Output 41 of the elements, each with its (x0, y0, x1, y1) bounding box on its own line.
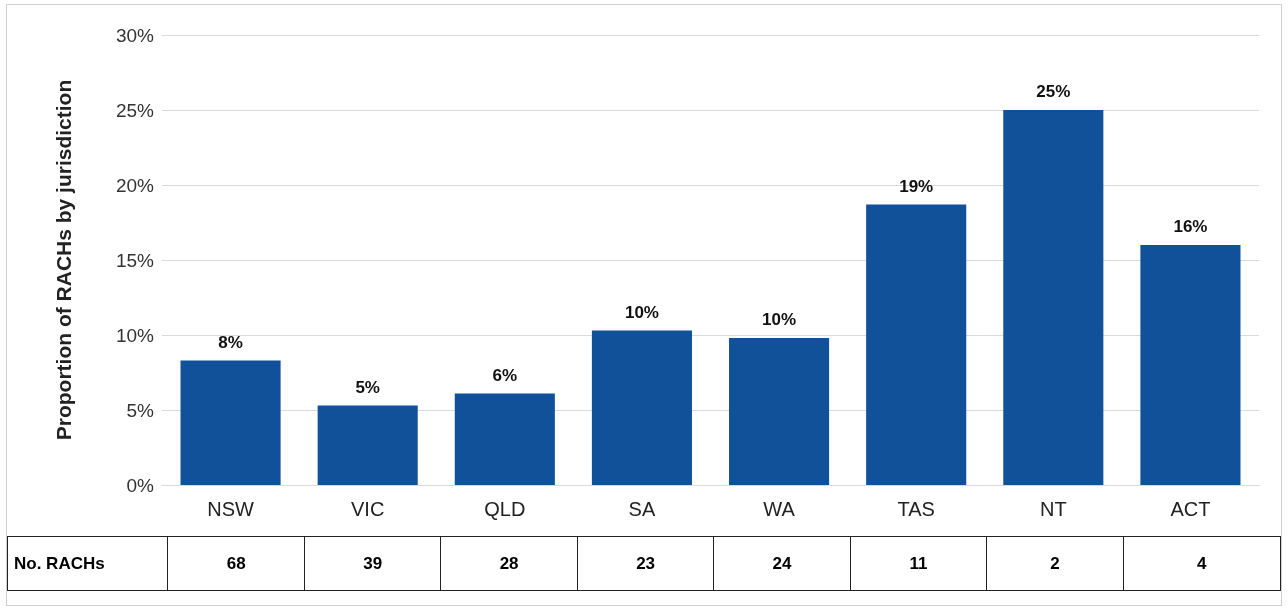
x-tick-label: WA (763, 498, 796, 520)
bar (729, 338, 830, 485)
data-label: 24 (713, 536, 851, 591)
y-tick-label: 30% (115, 24, 155, 46)
bar (1003, 110, 1104, 485)
data-label: 19% (899, 176, 934, 196)
x-tick-label: NSW (207, 498, 255, 520)
y-tick-label: 20% (115, 174, 155, 196)
data-label: 39 (304, 536, 441, 591)
data-label: 8% (218, 332, 243, 352)
x-tick-label: SA (628, 498, 656, 520)
y-tick-label: 10% (115, 324, 155, 346)
y-tick-label: 15% (115, 249, 155, 271)
bar (591, 330, 692, 485)
x-tick-label: TAS (897, 498, 935, 520)
x-tick-label: QLD (484, 498, 526, 520)
data-label: 10% (624, 302, 659, 322)
data-label: 23 (577, 536, 714, 591)
data-label: 25% (1036, 82, 1071, 101)
data-label: 4 (1123, 536, 1281, 591)
y-tick-label: 25% (115, 99, 155, 121)
data-label: 2 (986, 536, 1124, 591)
bar (454, 393, 555, 485)
data-label: 16% (1173, 217, 1208, 236)
x-tick-label: VIC (351, 498, 385, 520)
data-label: 6% (492, 365, 518, 385)
bar (1140, 245, 1241, 485)
text: No. RACHs (7, 536, 168, 591)
x-tick-label: ACT (1170, 498, 1211, 520)
bar (180, 360, 281, 485)
data-label: 10% (762, 310, 797, 329)
y-tick-label: 0% (126, 474, 155, 496)
bar (317, 405, 418, 485)
data-label: 28 (440, 536, 578, 591)
bar (866, 204, 967, 485)
y-tick-label: 5% (126, 399, 155, 421)
data-label: 5% (355, 377, 380, 397)
x-tick-label: NT (1039, 498, 1067, 520)
data-label: 11 (850, 536, 987, 591)
data-label: 68 (167, 536, 305, 591)
y-axis-title: Proportion of RACHs by jurisdiction (52, 79, 75, 441)
